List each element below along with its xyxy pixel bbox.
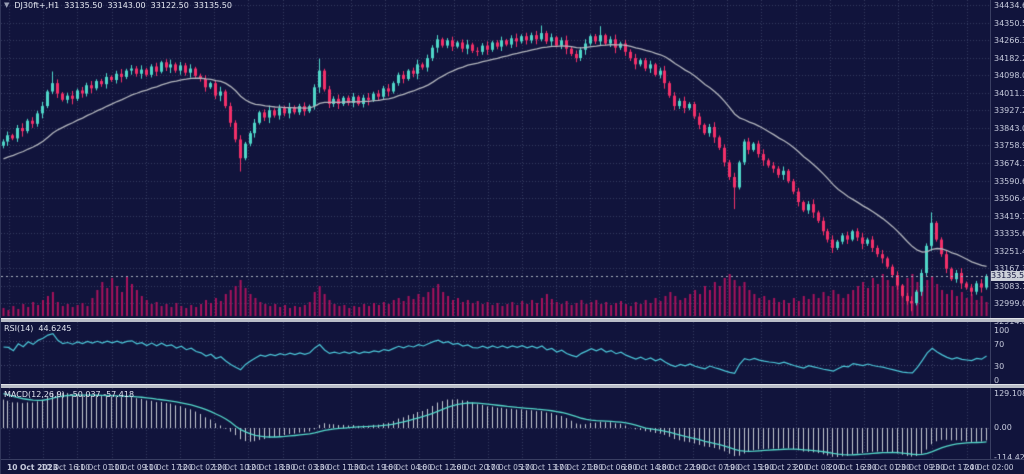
time-axis-label: 17 Oct 13:00	[520, 463, 569, 472]
price-axis-label: 34182.20	[994, 53, 1024, 63]
time-axis-label: 13 Oct 03:00	[280, 463, 330, 472]
price-axis-label: 33590.60	[994, 176, 1024, 186]
time-axis[interactable]: 10 Oct 2023 10 Oct 16:00 11 Oct 01:00 11 Oc…	[1, 459, 1024, 474]
time-axis-label: 20 Oct 16:00	[827, 463, 877, 472]
time-axis-label: 16 Oct 20:00	[451, 463, 501, 472]
macd-axis-label: 0.00	[994, 423, 1012, 432]
time-axis-label: 24 Oct 02:00	[964, 463, 1014, 472]
macd-indicator-canvas[interactable]	[1, 388, 991, 459]
price-axis-label: 34350.50	[994, 18, 1024, 28]
time-axis-label: 17 Oct 05:00	[485, 463, 535, 472]
rsi-name: RSI(14)	[4, 324, 34, 333]
price-axis-label: 32999.00	[994, 299, 1024, 309]
macd-axis-label: -114.425	[994, 453, 1024, 462]
price-axis-label: 33083.15	[994, 281, 1024, 291]
time-axis-label: 12 Oct 10:00	[212, 463, 262, 472]
price-axis-label: 33758.90	[994, 141, 1024, 151]
price-axis-label: 33674.75	[994, 158, 1024, 168]
time-axis-label: 18 Oct 06:00	[588, 463, 638, 472]
macd-indicator-label: MACD(12,26,9) -50.037 -57.418	[4, 390, 134, 399]
price-axis-label: 33419.75	[994, 211, 1024, 221]
price-axis-label: 34011.35	[994, 88, 1024, 98]
time-axis-label: 11 Oct 01:00	[75, 463, 125, 472]
time-axis-label: 19 Oct 15:00	[725, 463, 775, 472]
open-value: 33135.50	[64, 1, 103, 10]
time-axis-label: 11 Oct 17:00	[143, 463, 193, 472]
time-axis-label: 12 Oct 18:00	[246, 463, 296, 472]
price-axis-label: 33335.60	[994, 229, 1024, 239]
price-axis-label: 33843.05	[994, 123, 1024, 133]
time-axis-label: 23 Oct 17:00	[930, 463, 980, 472]
time-axis-label: 10 Oct 2023	[7, 463, 58, 472]
price-axis-label: 34434.65	[994, 1, 1024, 10]
rsi-axis-label: 30	[994, 362, 1005, 371]
low-value: 33122.50	[150, 1, 189, 10]
time-axis-label: 17 Oct 21:00	[554, 463, 604, 472]
rsi-value: 44.6245	[38, 324, 72, 333]
rsi-axis-label: 0	[994, 376, 1000, 385]
time-axis-label: 19 Oct 23:00	[759, 463, 809, 472]
time-axis-label: 23 Oct 09:00	[896, 463, 946, 472]
price-axis-label: 33927.20	[994, 106, 1024, 116]
time-axis-label: 13 Oct 11:00	[314, 463, 364, 472]
time-axis-label: 19 Oct 07:00	[691, 463, 740, 472]
panel-splitter-rsi[interactable]	[1, 318, 1024, 322]
time-axis-label: 10 Oct 16:00	[41, 463, 91, 472]
price-chart-canvas[interactable]	[1, 0, 991, 318]
high-value: 33143.00	[107, 1, 146, 10]
macd-name: MACD(12,26,9)	[4, 390, 65, 399]
panel-splitter-macd[interactable]	[1, 384, 1024, 388]
time-axis-label: 18 Oct 14:00	[622, 463, 672, 472]
macd-values: -50.037 -57.418	[69, 390, 135, 399]
rsi-indicator-canvas[interactable]	[1, 322, 991, 384]
time-axis-label: 13 Oct 19:00	[349, 463, 398, 472]
chart-dropdown-icon[interactable]: ▼	[4, 1, 10, 9]
price-axis-label: 33167.30	[994, 264, 1024, 274]
time-axis-label: 11 Oct 09:00	[109, 463, 159, 472]
rsi-axis-label: 70	[994, 340, 1005, 349]
time-axis-label: 18 Oct 22:00	[656, 463, 706, 472]
current-price-tag: 33135.50	[991, 271, 1024, 281]
time-axis-label: 12 Oct 02:00	[178, 463, 227, 472]
rsi-indicator-label: RSI(14) 44.6245	[4, 324, 72, 333]
price-axis[interactable]: 33135.50 34434.65 34350.50 34266.35 34182.2…	[990, 0, 1024, 462]
price-axis-label: 33251.45	[994, 246, 1024, 256]
time-axis-label: 16 Oct 12:00	[417, 463, 467, 472]
price-axis-label: 34266.35	[994, 36, 1024, 46]
macd-axis-label: 129.108	[994, 389, 1024, 398]
time-axis-label: 23 Oct 01:00	[862, 463, 911, 472]
price-axis-label: 34098.05	[994, 71, 1024, 81]
rsi-axis-label: 100	[994, 326, 1010, 335]
time-axis-label: 20 Oct 08:00	[793, 463, 843, 472]
close-value: 33135.50	[193, 1, 232, 10]
symbol-timeframe-label: DJ30ft+,H1	[14, 1, 60, 10]
chart-symbol-info: ▼ DJ30ft+,H1 33135.50 33143.00 33122.50 …	[4, 1, 232, 10]
time-axis-label: 16 Oct 04:00	[383, 463, 433, 472]
price-axis-label: 33506.45	[994, 194, 1024, 204]
